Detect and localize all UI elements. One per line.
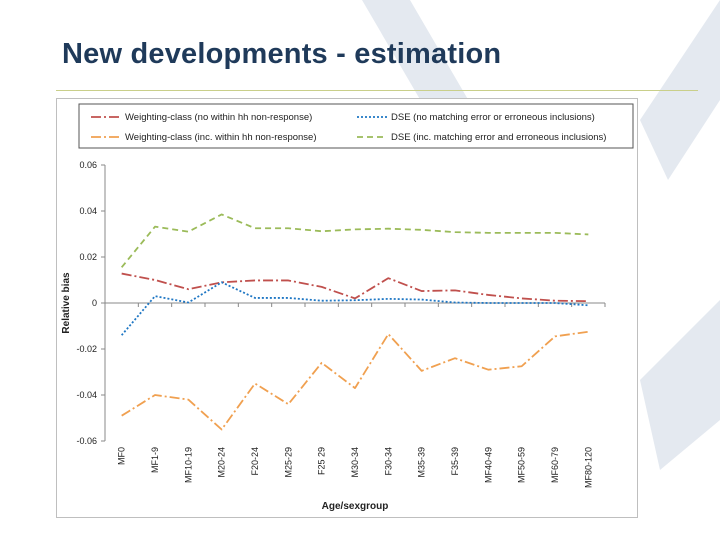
legend-label: DSE (inc. matching error and erroneous i… [391,132,606,143]
legend-box [78,103,634,149]
legend-label: Weighting-class (inc. within hh non-resp… [125,132,317,143]
x-tick-label: M35-39 [417,447,427,478]
series-line-4 [120,213,589,268]
x-tick-label: MF60-79 [550,447,560,483]
y-tick-label: -0.04 [76,390,97,400]
x-tick-label: F30-34 [383,447,393,476]
x-tick-label: MF40-49 [483,447,493,483]
x-tick-label: MF10-19 [183,447,193,483]
x-tick-label: MF1-9 [150,447,160,473]
legend-label: Weighting-class (no within hh non-respon… [125,112,312,123]
x-axis-title: Age/sexgroup [322,501,389,512]
y-tick-label: 0.06 [79,160,97,170]
legend-label: DSE (no matching error or erroneous incl… [391,112,595,123]
y-tick-label: 0.02 [79,252,97,262]
slide-title: New developments - estimation [62,38,502,70]
chart-frame: Weighting-class (no within hh non-respon… [56,98,638,518]
x-tick-label: F25 29 [317,447,327,475]
y-tick-label: -0.02 [76,344,97,354]
series-line-2 [120,281,589,336]
series-line-1 [121,272,589,303]
x-tick-label: MF50-59 [517,447,527,483]
x-tick-label: M25-29 [283,447,293,478]
x-tick-label: F35-39 [450,447,460,476]
background-stripe-lower [640,300,720,470]
y-tick-label: 0.04 [79,206,97,216]
x-tick-label: MF80-120 [583,447,593,488]
x-tick-label: F20-24 [250,447,260,476]
y-tick-label: 0 [92,298,97,308]
y-tick-label: -0.06 [76,436,97,446]
series-line-3 [121,330,589,431]
line-chart: Weighting-class (no within hh non-respon… [61,103,634,512]
x-tick-label: MF0 [117,447,127,465]
title-divider [56,90,698,91]
y-axis-title: Relative bias [61,272,72,334]
x-tick-label: M20-24 [217,447,227,478]
x-tick-label: M30-34 [350,447,360,478]
